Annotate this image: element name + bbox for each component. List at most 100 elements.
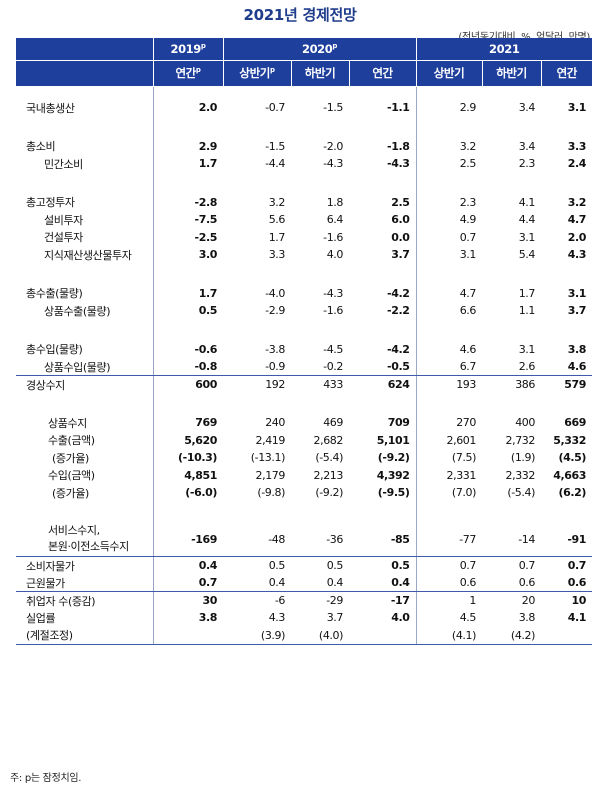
table-cell: 4,851 — [152, 466, 223, 484]
table-row: 총소비 2.9 -1.5 -2.0 -1.8 3.2 3.4 3.3 — [16, 137, 592, 155]
table-cell: 2,179 — [255, 468, 286, 482]
table-row: 민간소비 1.7 -4.4 -4.3 -4.3 2.5 2.3 2.4 — [16, 155, 592, 173]
table-cell: (-9.2) — [377, 451, 410, 465]
table-cell: 4,663 — [553, 468, 587, 482]
row-label: 서비스수지, 본원·이전소득수지 — [16, 522, 153, 557]
row-label: 근원물가 — [16, 574, 153, 592]
table-cell: -1.6 — [323, 304, 343, 318]
table-cell: 2.9 — [152, 137, 223, 155]
table-cell: -4.2 — [387, 286, 410, 300]
table-cell: 4.6 — [541, 358, 593, 376]
table-cell: 3.7 — [326, 611, 344, 625]
row-label: (증가율) — [52, 486, 89, 500]
table-cell: 1.7 — [268, 230, 286, 244]
table-cell: 3.4 — [518, 139, 536, 153]
table-row: 취업자 수(증감) 30 -6 -29 -17 1 20 10 — [16, 591, 593, 609]
table-cell: 3.1 — [518, 342, 536, 356]
table-cell: 0.7 — [541, 556, 593, 574]
table-cell: 192 — [223, 375, 291, 393]
table-cell: -3.8 — [265, 342, 285, 356]
table-cell: -4.2 — [387, 342, 410, 356]
table-cell: 30 — [152, 591, 223, 609]
table-cell: 2,682 — [313, 433, 344, 447]
spacer-row — [16, 501, 592, 523]
table-cell: 2.0 — [567, 230, 587, 244]
table-cell: (-9.8) — [257, 486, 285, 500]
table-cell: -0.7 — [265, 101, 285, 115]
table-cell: 10 — [541, 591, 593, 609]
table-cell: -1.5 — [323, 101, 343, 115]
table-cell: 3.7 — [567, 304, 587, 318]
table-cell: 2.5 — [415, 155, 482, 173]
table-cell: -29 — [291, 591, 349, 609]
row-label: 건설투자 — [44, 231, 83, 245]
table-cell: 433 — [291, 375, 349, 393]
table-cell: 0.5 — [152, 302, 223, 320]
table-cell: 0.5 — [349, 556, 416, 574]
table-cell: 3.4 — [518, 101, 536, 115]
table-cell: 0.4 — [152, 556, 223, 574]
table-row: 총수출(물량) 1.7 -4.0 -4.3 -4.2 4.7 1.7 3.1 — [16, 284, 592, 302]
table-row: (증가율) (-10.3) (-13.1) (-5.4) (-9.2) (7.5) (1.9… — [16, 449, 592, 467]
table-cell: 769 — [152, 414, 223, 432]
table-cell: 0.0 — [391, 230, 410, 244]
table-row: 서비스수지, 본원·이전소득수지 -169 -48 -36 -85 -77 -14 -91 — [16, 522, 593, 557]
row-label: 경상수지 — [16, 375, 153, 393]
table-cell: 2.0 — [152, 99, 223, 117]
table-row: 국내총생산 2.0 -0.7 -1.5 -1.1 2.9 3.4 3.1 — [16, 99, 592, 117]
row-label: 상품수출(물량) — [44, 304, 111, 318]
table-cell: 2.3 — [415, 193, 482, 211]
table-cell: 4.3 — [268, 611, 286, 625]
table-cell: 0.7 — [482, 556, 541, 574]
table-title: 2021년 경제전망 — [243, 6, 357, 24]
table-cell: -4.3 — [323, 286, 343, 300]
table-cell: 6.0 — [391, 213, 410, 227]
table-cell: 3.8 — [152, 609, 223, 627]
table-cell: 4.1 — [518, 195, 536, 209]
header-2021-h1: 상반기 — [415, 60, 482, 87]
table-row: 총수입(물량) -0.6 -3.8 -4.5 -4.2 4.6 3.1 3.8 — [16, 340, 592, 358]
table-cell: 2.4 — [567, 157, 587, 171]
table-cell: 3.2 — [268, 195, 286, 209]
table-cell: 4.3 — [567, 248, 587, 262]
table-row: 수입(금액) 4,851 2,179 2,213 4,392 2,331 2,332 4,66… — [16, 466, 592, 484]
table-cell: 2,331 — [415, 466, 482, 484]
table-cell: 579 — [541, 375, 593, 393]
header-year-2019: 2019p — [152, 38, 223, 61]
table-cell: 6.7 — [415, 358, 482, 376]
row-label: 취업자 수(증감) — [16, 591, 153, 609]
table-row: 상품수출(물량) 0.5 -2.9 -1.6 -2.2 6.6 1.1 3.7 — [16, 302, 592, 320]
table-cell: 3.1 — [415, 246, 482, 264]
table-cell: (4.1) — [415, 626, 482, 645]
row-label: 민간소비 — [44, 157, 83, 171]
table-row: 설비투자 -7.5 5.6 6.4 6.0 4.9 4.4 4.7 — [16, 211, 592, 229]
table-cell: (-9.2) — [315, 486, 343, 500]
table-cell: -36 — [291, 522, 349, 557]
table-cell: -4.4 — [265, 157, 285, 171]
table-cell: 5.4 — [518, 248, 536, 262]
unit-note: (전년동기대비, %, 억달러, 만명) — [458, 28, 590, 43]
spacer-row — [16, 319, 592, 341]
forecast-table: 2019p 2020p 2021 연간p 상반기p 하반기 연간 상반기 하반기… — [16, 38, 593, 645]
table-cell: 20 — [482, 591, 541, 609]
row-label-line1: 서비스수지, — [48, 524, 100, 538]
table-cell: 400 — [515, 416, 535, 430]
table-cell: 5,101 — [376, 433, 410, 447]
table-cell: 3.0 — [152, 246, 223, 264]
table-cell: 2,332 — [505, 468, 536, 482]
table-cell: (4.2) — [482, 626, 541, 645]
table-cell: -2.9 — [265, 304, 285, 318]
row-label: 실업률 — [26, 611, 56, 625]
row-label: 상품수입(물량) — [16, 358, 153, 376]
table-cell: -0.8 — [152, 358, 223, 376]
row-label: 총고정투자 — [26, 196, 75, 210]
footnote: 주: p는 잠정치임. — [10, 773, 82, 784]
header-year-2021: 2021 — [415, 38, 593, 61]
table-cell: 3.8 — [567, 342, 587, 356]
table-cell: -169 — [152, 522, 223, 557]
table-cell — [152, 626, 223, 645]
table-body: 국내총생산 2.0 -0.7 -1.5 -1.1 2.9 3.4 3.1 총소비 2.9 -1.5 -… — [16, 86, 593, 645]
table-cell: 2.3 — [518, 157, 536, 171]
table-cell: 4.9 — [415, 211, 482, 229]
table-cell: (-5.4) — [315, 451, 343, 465]
